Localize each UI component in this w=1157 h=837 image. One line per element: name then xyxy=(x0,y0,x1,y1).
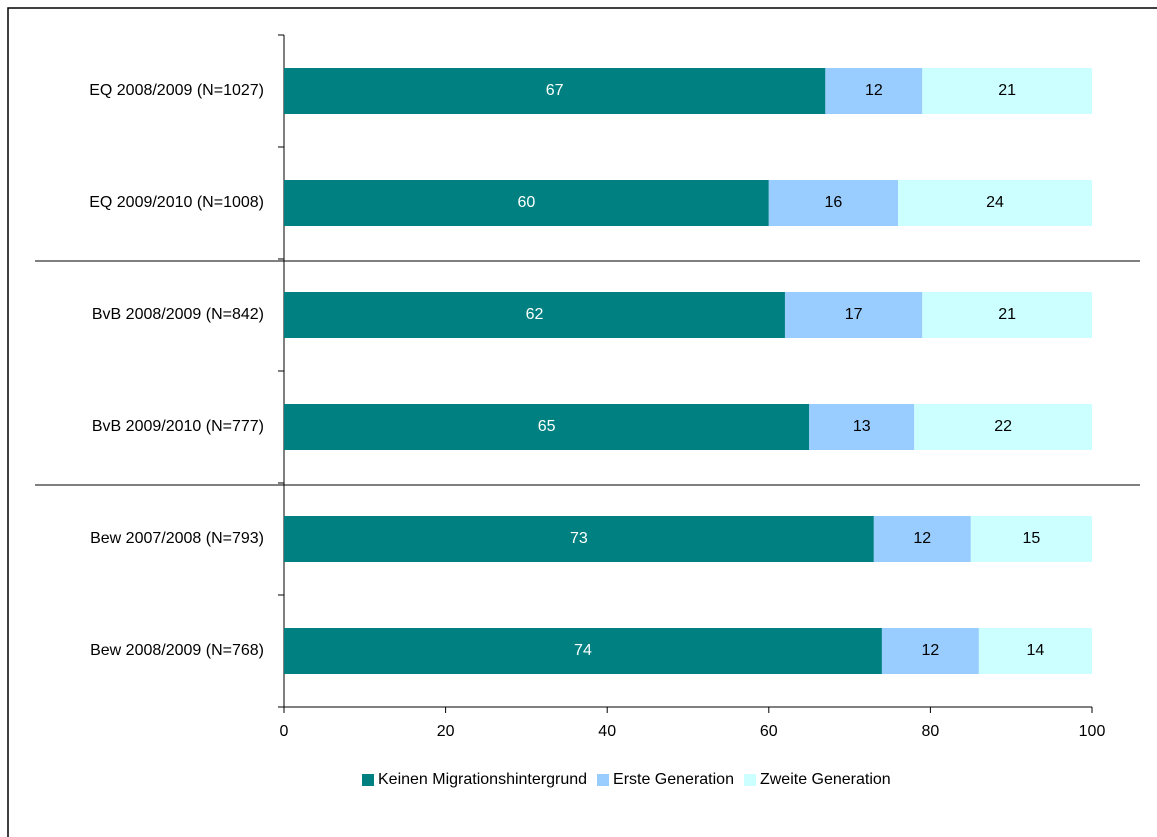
value-label: 13 xyxy=(853,418,871,435)
value-label: 21 xyxy=(998,306,1016,323)
x-tick-label: 0 xyxy=(280,723,289,740)
x-tick-label: 40 xyxy=(598,723,616,740)
legend-label: Keinen Migrationshintergrund xyxy=(378,771,587,788)
bar-segment xyxy=(284,68,826,114)
y-tick-label: EQ 2009/2010 (N=1008) xyxy=(89,194,264,211)
bar-segment xyxy=(970,516,1092,562)
value-label: 12 xyxy=(913,530,931,547)
legend-swatch xyxy=(362,774,374,786)
bar-segment xyxy=(898,180,1092,226)
legend-label: Zweite Generation xyxy=(760,771,891,788)
value-label: 16 xyxy=(825,194,843,211)
y-tick-label: Bew 2008/2009 (N=768) xyxy=(90,642,264,659)
legend-label: Erste Generation xyxy=(613,771,734,788)
value-label: 74 xyxy=(574,642,592,659)
value-label: 17 xyxy=(845,306,863,323)
bar-segment xyxy=(809,404,915,450)
bar-segment xyxy=(784,292,923,338)
value-label: 65 xyxy=(538,418,556,435)
value-label: 24 xyxy=(986,194,1004,211)
y-tick-label: BvB 2008/2009 (N=842) xyxy=(92,306,264,323)
bar-segment xyxy=(978,628,1092,674)
x-tick-label: 80 xyxy=(922,723,940,740)
y-tick-label: Bew 2007/2008 (N=793) xyxy=(90,530,264,547)
value-label: 60 xyxy=(518,194,536,211)
value-label: 12 xyxy=(922,642,940,659)
x-tick-label: 60 xyxy=(760,723,778,740)
bar-segment xyxy=(284,516,874,562)
bar-segment xyxy=(873,516,971,562)
legend-swatch xyxy=(597,774,610,786)
value-label: 73 xyxy=(570,530,588,547)
bar-segment xyxy=(284,628,882,674)
value-label: 21 xyxy=(998,82,1016,99)
y-tick-label: EQ 2008/2009 (N=1027) xyxy=(89,82,264,99)
bar-segment xyxy=(922,292,1092,338)
legend-swatch xyxy=(743,774,756,786)
value-label: 12 xyxy=(865,82,883,99)
y-tick-label: BvB 2009/2010 (N=777) xyxy=(92,418,264,435)
bar-segment xyxy=(284,292,785,338)
frame xyxy=(7,7,1157,837)
bar-segment xyxy=(881,628,979,674)
x-tick-label: 100 xyxy=(1079,723,1106,740)
bar-segment xyxy=(825,68,923,114)
value-label: 22 xyxy=(994,418,1012,435)
value-label: 67 xyxy=(546,82,564,99)
value-label: 15 xyxy=(1023,530,1041,547)
bar-segment xyxy=(768,180,899,226)
value-label: 14 xyxy=(1027,642,1045,659)
x-tick-label: 20 xyxy=(437,723,455,740)
bar-segment xyxy=(284,180,769,226)
bar-segment xyxy=(914,404,1092,450)
value-label: 62 xyxy=(526,306,544,323)
bar-segment xyxy=(922,68,1092,114)
bar-segment xyxy=(284,404,810,450)
